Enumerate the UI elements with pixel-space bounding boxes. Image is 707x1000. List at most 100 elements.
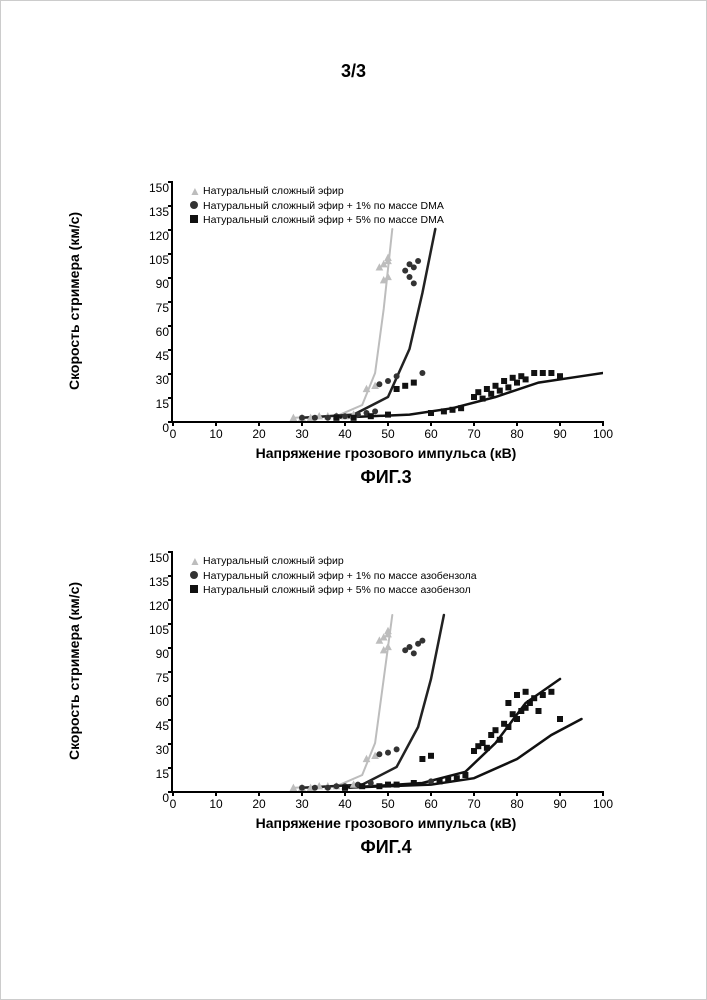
ytick-mark bbox=[168, 325, 173, 327]
xtick-mark bbox=[516, 421, 518, 426]
ytick-mark bbox=[168, 301, 173, 303]
ytick-label: 90 bbox=[135, 277, 169, 291]
legend-item: Натуральный сложный эфир + 5% по массе D… bbox=[189, 213, 444, 227]
fig4-ylabel: Скорость стримера (км/с) bbox=[66, 582, 82, 760]
xtick-label: 20 bbox=[252, 427, 265, 441]
xtick-mark bbox=[301, 791, 303, 796]
ytick-label: 60 bbox=[135, 325, 169, 339]
ytick-label: 45 bbox=[135, 349, 169, 363]
ytick-mark bbox=[168, 743, 173, 745]
fig3-caption: ФИГ.3 bbox=[171, 467, 601, 488]
xtick-mark bbox=[172, 421, 174, 426]
xtick-label: 10 bbox=[209, 427, 222, 441]
xtick-label: 30 bbox=[295, 797, 308, 811]
legend-marker-icon: ▲ bbox=[189, 553, 199, 569]
ytick-mark bbox=[168, 599, 173, 601]
xtick-mark bbox=[258, 421, 260, 426]
xtick-mark bbox=[559, 791, 561, 796]
xtick-label: 100 bbox=[593, 427, 613, 441]
legend-marker-icon bbox=[189, 213, 199, 227]
ytick-mark bbox=[168, 671, 173, 673]
legend-item: Натуральный сложный эфир + 1% по массе D… bbox=[189, 199, 444, 213]
ytick-label: 15 bbox=[135, 767, 169, 781]
fig4-plot-area: Скорость стримера (км/с) ▲Натуральный сл… bbox=[171, 551, 603, 793]
xtick-label: 20 bbox=[252, 797, 265, 811]
xtick-mark bbox=[215, 791, 217, 796]
xtick-label: 70 bbox=[467, 797, 480, 811]
xtick-mark bbox=[473, 421, 475, 426]
xtick-label: 90 bbox=[553, 427, 566, 441]
ytick-label: 45 bbox=[135, 719, 169, 733]
ytick-mark bbox=[168, 205, 173, 207]
page: 3/3 Скорость стримера (км/с) ▲Натуральны… bbox=[0, 0, 707, 1000]
ytick-label: 15 bbox=[135, 397, 169, 411]
ytick-mark bbox=[168, 181, 173, 183]
ytick-label: 60 bbox=[135, 695, 169, 709]
legend-label: Натуральный сложный эфир + 1% по массе а… bbox=[203, 569, 477, 583]
xtick-mark bbox=[387, 421, 389, 426]
page-number: 3/3 bbox=[1, 61, 706, 82]
xtick-label: 50 bbox=[381, 427, 394, 441]
xtick-label: 60 bbox=[424, 427, 437, 441]
xtick-label: 90 bbox=[553, 797, 566, 811]
ytick-label: 90 bbox=[135, 647, 169, 661]
xtick-label: 0 bbox=[170, 797, 177, 811]
ytick-label: 135 bbox=[135, 205, 169, 219]
ytick-label: 105 bbox=[135, 253, 169, 267]
fig3-ylabel: Скорость стримера (км/с) bbox=[66, 212, 82, 390]
legend-label: Натуральный сложный эфир + 5% по массе а… bbox=[203, 583, 471, 597]
ytick-label: 0 bbox=[135, 791, 169, 805]
ytick-label: 120 bbox=[135, 229, 169, 243]
xtick-mark bbox=[301, 421, 303, 426]
xtick-label: 30 bbox=[295, 427, 308, 441]
fig3-legend: ▲Натуральный сложный эфирНатуральный сло… bbox=[189, 183, 444, 228]
fig4-caption: ФИГ.4 bbox=[171, 837, 601, 858]
legend-marker-icon bbox=[189, 569, 199, 583]
xtick-mark bbox=[344, 421, 346, 426]
ytick-mark bbox=[168, 229, 173, 231]
xtick-mark bbox=[602, 421, 604, 426]
xtick-mark bbox=[258, 791, 260, 796]
fig3-plot-area: Скорость стримера (км/с) ▲Натуральный сл… bbox=[171, 181, 603, 423]
xtick-label: 0 bbox=[170, 427, 177, 441]
xtick-label: 80 bbox=[510, 797, 523, 811]
legend-label: Натуральный сложный эфир + 5% по массе D… bbox=[203, 213, 444, 227]
legend-label: Натуральный сложный эфир bbox=[203, 554, 344, 568]
xtick-mark bbox=[215, 421, 217, 426]
ytick-mark bbox=[168, 277, 173, 279]
ytick-label: 120 bbox=[135, 599, 169, 613]
ytick-mark bbox=[168, 551, 173, 553]
ytick-label: 105 bbox=[135, 623, 169, 637]
xtick-mark bbox=[430, 791, 432, 796]
ytick-mark bbox=[168, 373, 173, 375]
ytick-label: 150 bbox=[135, 181, 169, 195]
ytick-mark bbox=[168, 575, 173, 577]
ytick-mark bbox=[168, 349, 173, 351]
legend-label: Натуральный сложный эфир + 1% по массе D… bbox=[203, 199, 444, 213]
xtick-mark bbox=[473, 791, 475, 796]
xtick-label: 70 bbox=[467, 427, 480, 441]
ytick-label: 0 bbox=[135, 421, 169, 435]
ytick-label: 75 bbox=[135, 301, 169, 315]
legend-item: Натуральный сложный эфир + 5% по массе а… bbox=[189, 583, 477, 597]
ytick-label: 135 bbox=[135, 575, 169, 589]
xtick-mark bbox=[602, 791, 604, 796]
fig4-block: Скорость стримера (км/с) ▲Натуральный сл… bbox=[121, 551, 601, 858]
legend-label: Натуральный сложный эфир bbox=[203, 184, 344, 198]
ytick-mark bbox=[168, 767, 173, 769]
xtick-mark bbox=[344, 791, 346, 796]
fig3-xlabel: Напряжение грозового импульса (кВ) bbox=[171, 445, 601, 461]
xtick-mark bbox=[559, 421, 561, 426]
ytick-label: 30 bbox=[135, 373, 169, 387]
ytick-mark bbox=[168, 397, 173, 399]
ytick-label: 30 bbox=[135, 743, 169, 757]
fig4-xlabel: Напряжение грозового импульса (кВ) bbox=[171, 815, 601, 831]
ytick-mark bbox=[168, 719, 173, 721]
xtick-label: 40 bbox=[338, 427, 351, 441]
ytick-label: 75 bbox=[135, 671, 169, 685]
xtick-mark bbox=[387, 791, 389, 796]
xtick-mark bbox=[516, 791, 518, 796]
legend-marker-icon bbox=[189, 583, 199, 597]
xtick-label: 100 bbox=[593, 797, 613, 811]
fig4-legend: ▲Натуральный сложный эфирНатуральный сло… bbox=[189, 553, 477, 598]
